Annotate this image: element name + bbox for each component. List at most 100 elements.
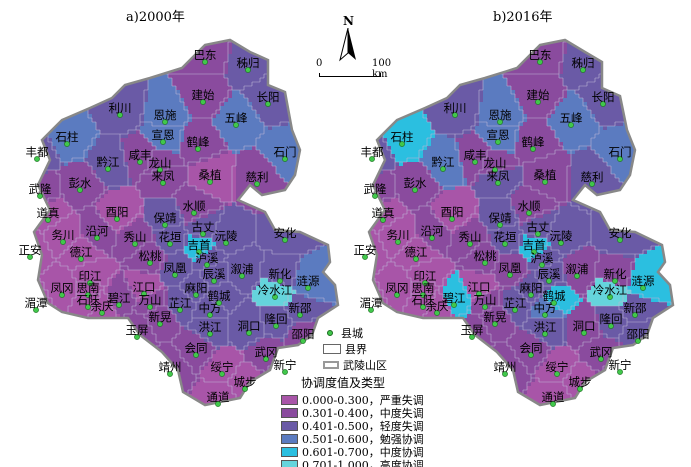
county-label: 中方	[199, 301, 222, 315]
county-seat-dot	[305, 285, 311, 291]
county-area	[264, 254, 300, 286]
county-seat-dot	[452, 112, 458, 118]
county-seat-dot	[640, 285, 646, 291]
county-seat-dot	[502, 371, 508, 377]
county-seat-dot	[399, 141, 405, 147]
county-seat-dot	[420, 292, 426, 298]
county-label: 龙山	[149, 156, 172, 170]
county-area	[567, 298, 603, 350]
county-label: 玉屏	[461, 323, 484, 337]
county-seat-dot	[482, 260, 488, 266]
county-seat-dot	[239, 273, 245, 279]
legend-swatch	[281, 459, 298, 467]
panel-title-2000: a)2000年	[126, 10, 185, 25]
county-label: 新宁	[274, 358, 297, 372]
county-seat-dot	[395, 239, 401, 245]
county-seat-dot	[177, 307, 183, 313]
county-seat-dot	[600, 101, 606, 107]
county-label: 秀山	[124, 230, 147, 244]
county-seat-dot	[105, 166, 111, 172]
county-seat-dot	[497, 119, 503, 125]
county-label: 思南	[77, 281, 100, 295]
legend: 县城 县界 武陵山区 协调度值及类型 0.000-0.300， 严重失调 0.301…	[279, 322, 479, 467]
county-label: 万山	[474, 293, 497, 307]
scale-bar: 0 100 km	[314, 56, 404, 86]
legend-region-label: 武陵山区	[343, 358, 387, 372]
county-label: 松桃	[139, 249, 162, 263]
county-label: 溆浦	[231, 262, 254, 276]
county-label: 务川	[387, 228, 410, 242]
county-seat-dot	[116, 302, 122, 308]
county-seat-dot	[451, 302, 457, 308]
county-area	[483, 306, 519, 346]
county-label: 咸丰	[464, 148, 487, 162]
county-seat-dot	[242, 386, 248, 392]
county-seat-dot	[535, 99, 541, 105]
county-area	[369, 170, 399, 210]
county-seat-dot	[554, 371, 560, 377]
legend-class-row: 0.301-0.400， 中度失调	[281, 406, 424, 420]
county-label: 秭归	[237, 56, 260, 70]
county-label: 新化	[604, 267, 627, 281]
county-label: 凤凰	[499, 261, 522, 275]
county-area	[144, 198, 184, 234]
county-seat-dot	[78, 256, 84, 262]
county-label: 恩施	[489, 108, 512, 122]
county-area	[160, 254, 196, 290]
county-seat-dot	[368, 307, 374, 313]
county-label: 武隆	[29, 182, 52, 196]
county-seat-dot	[277, 278, 283, 284]
county-seat-dot	[172, 272, 178, 278]
county-label: 五峰	[225, 111, 248, 125]
county-area	[579, 338, 623, 374]
county-seat-dot	[272, 294, 278, 300]
county-seat-dot	[216, 300, 222, 306]
county-label: 石柱	[56, 130, 79, 144]
county-seat-dot	[207, 312, 213, 318]
county-seat-dot	[413, 256, 419, 262]
legend-boundary-label: 县界	[345, 342, 367, 356]
county-label: 洪江	[199, 320, 222, 334]
legend-swatch	[281, 433, 298, 444]
county-label: 会同	[520, 341, 543, 355]
county-seat-dot	[134, 334, 140, 340]
county-seat-dot	[195, 146, 201, 152]
county-seat-dot	[372, 193, 378, 199]
county-seat-dot	[440, 166, 446, 172]
county-area	[443, 270, 471, 322]
county-seat-dot	[157, 167, 163, 173]
county-label: 吉首	[523, 238, 546, 252]
county-seat-dot	[531, 249, 537, 255]
county-label: 安化	[274, 226, 297, 240]
county-seat-dot	[502, 241, 508, 247]
north-arrow-icon	[339, 28, 356, 62]
county-label: 辰溪	[538, 267, 561, 281]
county-label: 来凤	[487, 169, 510, 183]
county-label: 靖州	[159, 360, 182, 374]
county-label: 水顺	[183, 199, 206, 213]
legend-class-row: 0.601-0.700， 中度协调	[281, 445, 424, 459]
county-seat-dot	[282, 156, 288, 162]
county-area	[587, 278, 631, 306]
county-label: 中方	[534, 301, 557, 315]
county-area	[535, 346, 579, 386]
legend-class-type: 中度失调	[379, 406, 424, 420]
county-seat-dot	[300, 338, 306, 344]
county-seat-dot	[27, 254, 33, 260]
county-area	[563, 246, 599, 298]
county-label: 彭水	[404, 176, 427, 190]
county-label: 安化	[609, 226, 632, 240]
county-area	[479, 66, 527, 130]
county-label: 武冈	[255, 345, 278, 359]
county-seat-dot	[219, 371, 225, 377]
county-label: 秭归	[572, 56, 595, 70]
county-label: 酉阳	[441, 205, 464, 219]
county-label: 吉首	[188, 238, 211, 252]
county-label: 新化	[269, 267, 292, 281]
county-label: 新晃	[149, 310, 172, 324]
county-label: 芷江	[504, 296, 527, 310]
county-seat-dot	[193, 292, 199, 298]
county-label: 务川	[52, 228, 75, 242]
